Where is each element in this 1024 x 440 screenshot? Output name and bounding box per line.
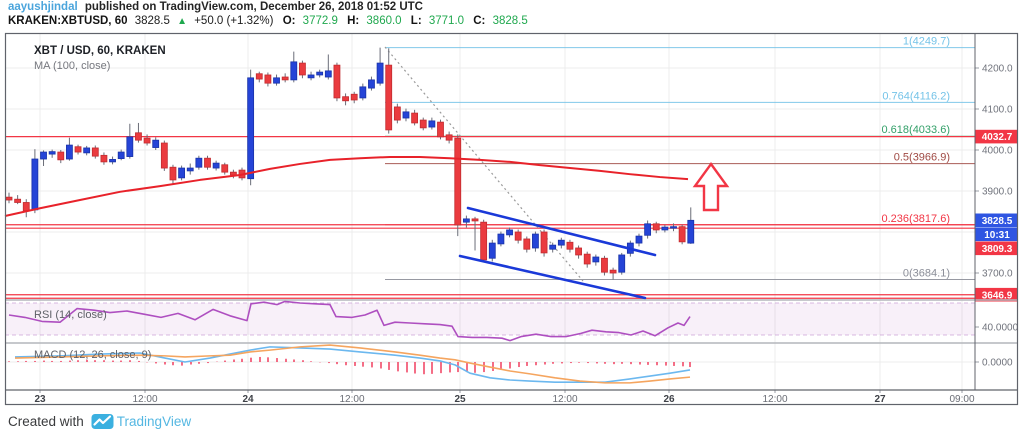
low-label: L: [410, 15, 422, 27]
fib-label: 0.236(3817.6) [882, 213, 951, 225]
price-badge [975, 129, 1018, 144]
macd-indicator-label[interactable]: MACD (12, 26, close, 9) [34, 349, 152, 361]
channel-lower-line [458, 254, 647, 300]
price-axis-label: 3900.0 [982, 187, 1013, 198]
ma100-line [4, 155, 689, 217]
close-label: C: [473, 15, 486, 27]
chart-frame [4, 32, 1019, 406]
price-badge-text: 4032.7 [982, 132, 1013, 143]
tradingview-brand-link[interactable]: TradingView [116, 414, 192, 429]
open-value: 3772.9 [302, 15, 338, 27]
up-arrow-icon: ▲ [177, 16, 187, 27]
price-axis-background [975, 33, 1018, 390]
time-axis-label: 26 [663, 394, 675, 405]
footer: Created with TradingView [8, 413, 191, 430]
fib-label: 0(3684.1) [903, 268, 950, 280]
open-label: O: [282, 15, 296, 27]
time-axis-label: 12:00 [762, 394, 787, 405]
chart-legend: XBT / USD, 60, KRAKEN MA (100, close) [34, 44, 166, 74]
price-badge-text: 3809.3 [982, 244, 1013, 255]
time-axis-label: 12:00 [339, 394, 364, 405]
rsi-indicator-label[interactable]: RSI (14, close) [34, 309, 107, 321]
up-arrow-drawing [692, 161, 730, 212]
symbol-header: KRAKEN:XBTUSD, 60 3828.5 ▲ +50.0 (+1.32%… [8, 15, 528, 27]
byline: aayushjindal published on TradingView.co… [8, 1, 423, 13]
macd-axis-label: 0.0000 [982, 358, 1013, 369]
macd-histogram [8, 356, 691, 375]
price-badge-text: 10:31 [984, 230, 1010, 241]
time-axis-label: 23 [34, 394, 46, 405]
price-axis-label: 3700.0 [982, 269, 1013, 280]
symbol-title[interactable]: KRAKEN:XBTUSD, 60 [8, 15, 128, 27]
chart-legend-title[interactable]: XBT / USD, 60, KRAKEN [34, 45, 166, 57]
close-value: 3828.5 [492, 15, 528, 27]
fib-label: 0.618(4033.6) [882, 124, 951, 136]
time-axis-label: 25 [454, 394, 466, 405]
price-badge-text: 3646.9 [982, 290, 1013, 301]
ma-indicator-label[interactable]: MA (100, close) [34, 60, 111, 73]
time-axis-label: 12:00 [132, 394, 157, 405]
created-with-text: Created with [8, 414, 84, 429]
price-change: +50.0 (+1.32%) [194, 15, 274, 27]
price-axis-label: 4200.0 [982, 64, 1013, 75]
time-axis-label: 27 [874, 394, 886, 405]
price-axis-label: 4100.0 [982, 105, 1013, 116]
low-value: 3771.0 [428, 15, 465, 27]
tradingview-logo-icon[interactable] [91, 413, 114, 430]
price-badge [975, 241, 1018, 256]
time-axis-label: 12:00 [552, 394, 577, 405]
price-badge [975, 287, 1018, 302]
channel-upper-line [466, 206, 657, 257]
rsi-axis-label: 40.0000 [982, 323, 1019, 334]
price-badge-text: 3828.5 [982, 216, 1013, 227]
last-price: 3828.5 [134, 15, 170, 27]
time-axis-label: 24 [242, 394, 254, 405]
author-link[interactable]: aayushjindal [8, 1, 78, 13]
publish-info: published on TradingView.com, December 2… [84, 1, 423, 13]
rsi-band [5, 303, 975, 335]
price-badge [975, 227, 1018, 242]
rsi-line [8, 300, 691, 342]
high-value: 3860.0 [366, 15, 402, 27]
price-axis-label: 4000.0 [982, 146, 1013, 157]
fib-label: 0.5(3966.9) [894, 152, 950, 164]
time-axis-label: 09:00 [949, 394, 974, 405]
fib-label: 1(4249.7) [903, 36, 950, 48]
candles-layer [5, 47, 695, 280]
high-label: H: [347, 15, 360, 27]
fib-label: 0.764(4116.2) [882, 90, 950, 102]
dotted-trendline [384, 46, 584, 282]
macd-signal-line [14, 344, 691, 384]
price-badge [975, 213, 1018, 228]
